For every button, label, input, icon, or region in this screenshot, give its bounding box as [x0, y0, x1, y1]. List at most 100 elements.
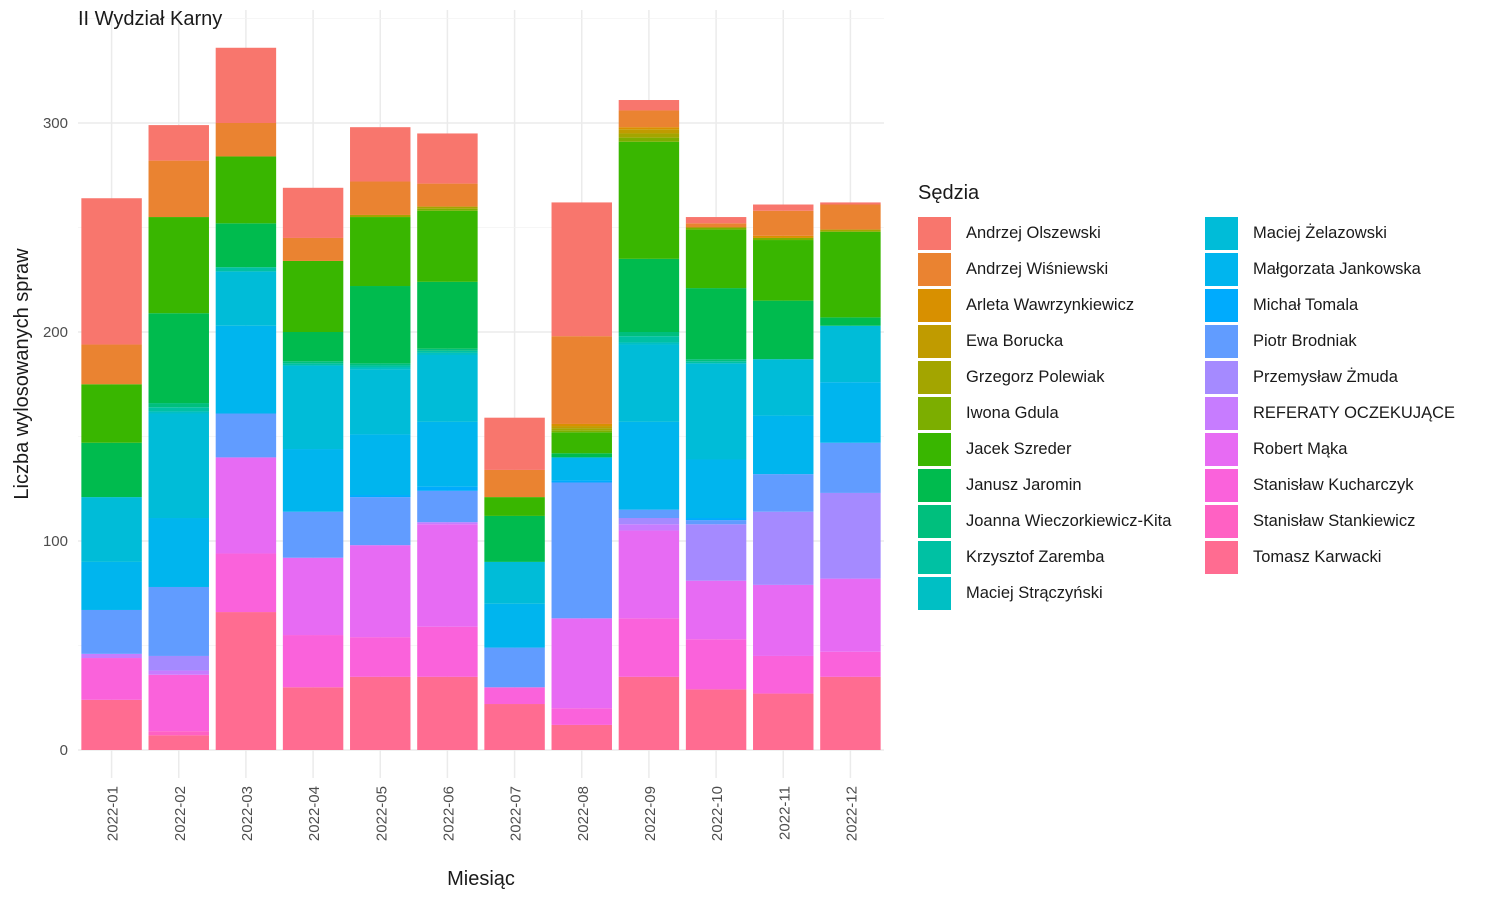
bar-segment [685, 359, 747, 362]
bar-segment [215, 553, 277, 613]
bar-segment [148, 407, 209, 412]
bar-segment [282, 332, 344, 362]
bar-segment [350, 363, 411, 366]
legend-swatch [918, 288, 951, 322]
x-tick-label: 2022-06 [440, 786, 457, 841]
bar-segment [350, 497, 411, 546]
legend-swatch [918, 540, 951, 574]
bar-segment [148, 655, 209, 671]
legend-item: Andrzej Wiśniewski [918, 251, 1205, 287]
bar-segment [685, 229, 747, 289]
bar-segment [350, 367, 411, 370]
bar-segment [350, 676, 411, 750]
bar-segment [618, 421, 680, 510]
legend-item: Jacek Szreder [918, 431, 1205, 467]
x-tick-label: 2022-04 [306, 786, 323, 841]
x-tick-label: 2022-07 [508, 786, 525, 841]
y-tick-label: 200 [43, 324, 68, 341]
bar-segment [81, 658, 142, 700]
legend-title: Sędzia [918, 182, 980, 204]
bar-segment [551, 432, 612, 454]
legend-swatch [1205, 288, 1238, 322]
bar-segment [148, 125, 209, 161]
bar-segment [618, 258, 680, 332]
legend-label: Stanisław Stankiewicz [1253, 511, 1416, 530]
bar-segment [820, 442, 881, 493]
bar-segment [417, 133, 478, 184]
bar-segment [753, 300, 814, 360]
bar-segment [282, 363, 344, 366]
bar-segment [417, 490, 478, 523]
bar-segment [81, 609, 142, 654]
bar-segment [282, 260, 344, 332]
bar-segment [820, 231, 881, 318]
legend-label: Arleta Wawrzynkiewicz [966, 295, 1135, 314]
bar-segment [484, 561, 545, 604]
bar-segment [618, 110, 680, 128]
bar-segment [753, 204, 814, 211]
bar-segment [417, 352, 478, 355]
bar-segment [417, 421, 478, 487]
legend-item: Robert Mąka [1205, 431, 1455, 467]
legend-item: Iwona Gdula [918, 395, 1205, 431]
bar-segment [81, 198, 142, 345]
bar-segment [820, 202, 881, 205]
bar-segment [417, 183, 478, 207]
bar-segment [350, 365, 411, 368]
legend-swatch [1205, 252, 1238, 286]
bar-segment [81, 699, 142, 750]
legend-label: Maciej Strączyński [966, 583, 1103, 602]
bar-segment [417, 626, 478, 677]
bar-segment [81, 653, 142, 659]
bar-segment [484, 515, 545, 562]
legend-label: Piotr Brodniak [1253, 331, 1357, 350]
bar-segment [618, 509, 680, 519]
bar-segment [148, 731, 209, 736]
legend: Sędzia Andrzej Olszewski Andrzej Wiśniews… [918, 182, 1493, 611]
bar-segment [618, 530, 680, 619]
bar-segment [618, 129, 680, 134]
bar-segment [417, 208, 478, 211]
bar-segment [215, 612, 277, 750]
bar-segment [820, 325, 881, 383]
legend-item: Przemysław Żmuda [1205, 359, 1455, 395]
bar-segment [753, 235, 814, 238]
bar-segment [215, 457, 277, 554]
bar-segment [820, 229, 881, 232]
legend-label: Jacek Szreder [966, 439, 1072, 458]
bar-segment [753, 655, 814, 694]
bar-segment [148, 313, 209, 404]
bar-segment [820, 317, 881, 326]
bar-segment [282, 635, 344, 688]
legend-column: Andrzej Olszewski Andrzej Wiśniewski Arlet… [918, 215, 1205, 611]
legend-item: Piotr Brodniak [1205, 323, 1455, 359]
bar-segment [81, 497, 142, 562]
bar-segment [282, 361, 344, 364]
bar-segment [820, 492, 881, 579]
legend-swatch [918, 504, 951, 538]
legend-label: Robert Mąka [1253, 439, 1348, 458]
bar-segment [282, 449, 344, 512]
bar-segment [685, 518, 747, 521]
bar-segment [685, 689, 747, 750]
bar-segment [618, 342, 680, 345]
y-tick-label: 300 [43, 115, 68, 132]
legend-swatch [1205, 360, 1238, 394]
x-tick-label: 2022-03 [239, 786, 256, 841]
legend-label: Grzegorz Polewiak [966, 367, 1105, 386]
bar-segment [753, 474, 814, 512]
bar-segment [417, 206, 478, 209]
bar-segment [417, 210, 478, 282]
x-tick-label: 2022-09 [642, 786, 659, 841]
bar-segment [350, 181, 411, 215]
bar-segment [685, 459, 747, 519]
bar-segment [282, 687, 344, 750]
bar-segment [753, 359, 814, 416]
bar-segment [148, 411, 209, 414]
legend-swatch [918, 324, 951, 358]
bar-segment [753, 584, 814, 656]
bar-segment [215, 47, 277, 124]
legend-swatch [918, 576, 951, 610]
